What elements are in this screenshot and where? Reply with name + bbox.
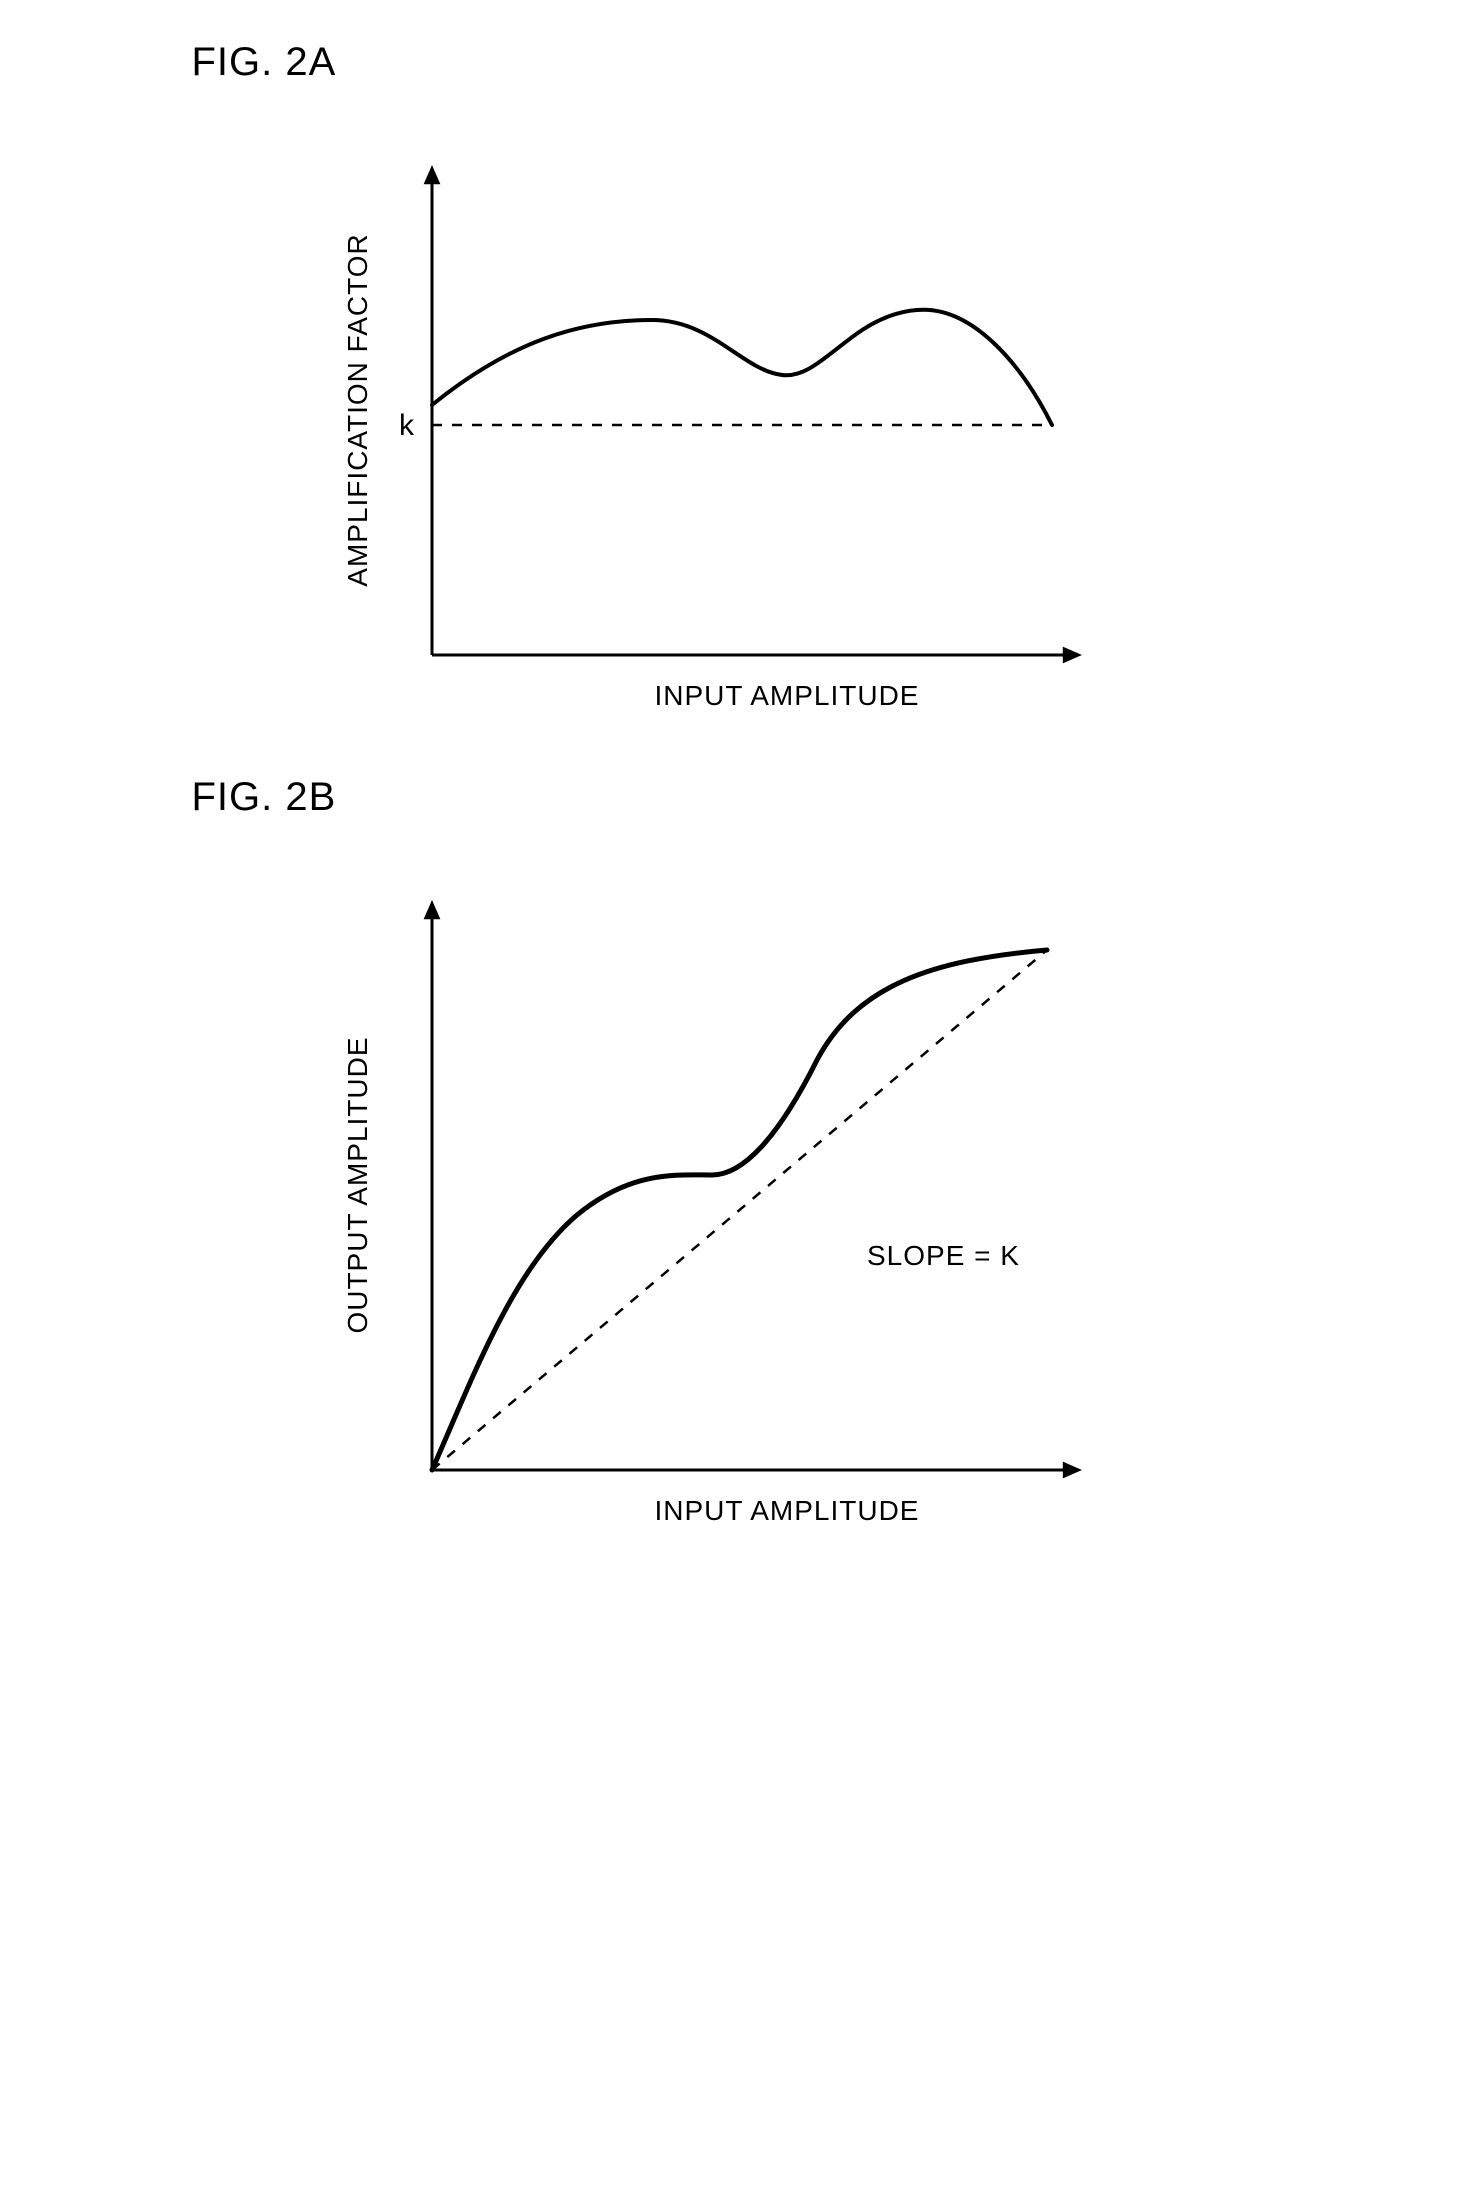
- figure-b-label: FIG. 2B: [192, 775, 1292, 820]
- chart-a: k AMPLIFICATION FACTOR INPUT AMPLITUDE: [312, 95, 1132, 715]
- chart-b: SLOPE = K OUTPUT AMPLITUDE INPUT AMPLITUDE: [312, 830, 1132, 1530]
- x-axis-label: INPUT AMPLITUDE: [654, 1495, 919, 1526]
- y-axis-label: OUTPUT AMPLITUDE: [342, 1036, 373, 1333]
- x-axis-label: INPUT AMPLITUDE: [654, 680, 919, 711]
- figure-container: FIG. 2A k AMPLIFICATION FACTOR INPUT AMPLI…: [192, 40, 1292, 1530]
- slope-label: SLOPE = K: [867, 1240, 1020, 1271]
- chart-b-wrapper: SLOPE = K OUTPUT AMPLITUDE INPUT AMPLITUDE: [312, 830, 1292, 1530]
- figure-a-label: FIG. 2A: [192, 40, 1292, 85]
- y-axis-label: AMPLIFICATION FACTOR: [342, 233, 373, 586]
- y-tick-k: k: [399, 409, 415, 442]
- chart-a-wrapper: k AMPLIFICATION FACTOR INPUT AMPLITUDE: [312, 95, 1292, 715]
